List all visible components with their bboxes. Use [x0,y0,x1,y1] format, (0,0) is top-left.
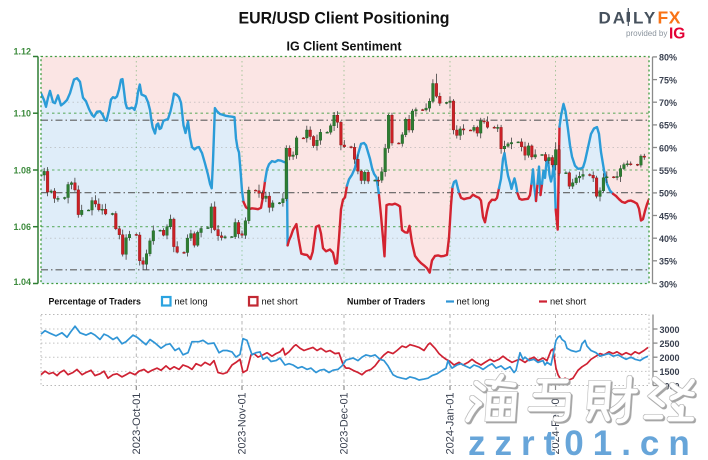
svg-text:2023-Oct-01: 2023-Oct-01 [131,393,143,455]
svg-text:3000: 3000 [660,325,680,335]
svg-text:IG Client Sentiment: IG Client Sentiment [287,40,403,54]
svg-text:provided by: provided by [626,29,667,38]
svg-text:net short: net short [550,297,587,307]
svg-text:35%: 35% [659,257,677,267]
svg-text:1.10: 1.10 [13,109,31,119]
svg-text:1.08: 1.08 [13,165,31,175]
svg-text:65%: 65% [659,121,677,131]
svg-text:1.12: 1.12 [13,46,31,56]
svg-text:2023-Dec-01: 2023-Dec-01 [339,393,351,455]
svg-text:2500: 2500 [660,339,680,349]
svg-text:30%: 30% [659,279,677,289]
svg-text:net long: net long [457,297,490,307]
svg-text:zzrt01.cn: zzrt01.cn [468,424,699,460]
svg-text:60%: 60% [659,143,677,153]
svg-text:FX: FX [658,8,681,28]
svg-text:2000: 2000 [660,353,680,363]
svg-text:70%: 70% [659,98,677,108]
svg-text:1500: 1500 [660,367,680,377]
svg-text:2024-Jan-01: 2024-Jan-01 [445,393,457,455]
svg-text:50%: 50% [659,189,677,199]
svg-text:75%: 75% [659,75,677,85]
svg-text:LY: LY [633,9,657,28]
svg-text:EUR/USD Client Positioning: EUR/USD Client Positioning [239,9,450,28]
svg-text:IG: IG [669,26,685,43]
svg-text:80%: 80% [659,53,677,63]
svg-text:1.06: 1.06 [13,222,31,232]
svg-text:1.04: 1.04 [13,277,31,287]
svg-text:1000: 1000 [660,381,680,391]
svg-text:Number of Traders: Number of Traders [347,297,425,307]
svg-text:Percentage of Traders: Percentage of Traders [49,297,142,307]
svg-text:2023-Nov-01: 2023-Nov-01 [237,393,249,455]
svg-text:45%: 45% [659,211,677,221]
svg-text:net short: net short [262,297,299,307]
svg-text:55%: 55% [659,166,677,176]
svg-text:40%: 40% [659,234,677,244]
svg-text:net long: net long [175,297,208,307]
svg-text:DA: DA [599,9,628,28]
